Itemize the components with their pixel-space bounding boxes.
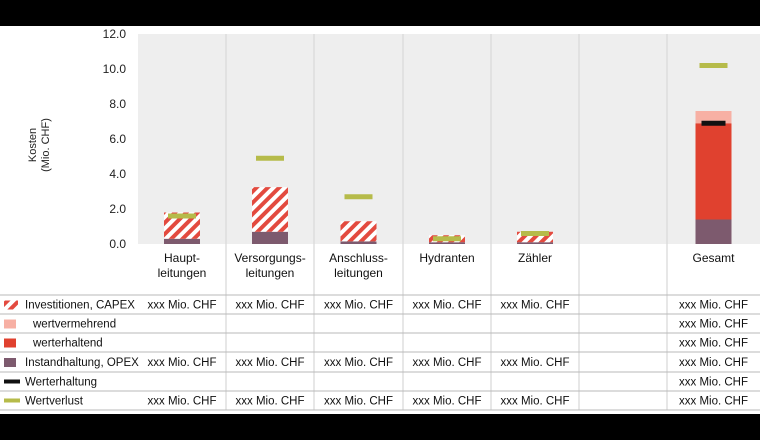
legend-swatch-capex [4,300,18,310]
plot-area [138,34,760,244]
wertverlust-marker [433,236,461,242]
y-tick-label: 12.0 [103,27,127,41]
category-label: Zähler [518,251,552,265]
category-label: Hydranten [419,251,474,265]
legend-swatch-wertverlust [4,398,20,403]
table-cell: xxx Mio. CHF [679,300,748,312]
category-label: leitungen [334,266,383,280]
table-cell: xxx Mio. CHF [324,357,393,369]
y-tick-label: 4.0 [109,167,126,181]
table-cell: xxx Mio. CHF [679,357,748,369]
bottom-black-band [0,414,760,440]
capex-bar-segment [517,231,553,243]
opex-bar-segment [429,242,465,244]
table-cell: xxx Mio. CHF [148,396,217,408]
table-cell: xxx Mio. CHF [501,300,570,312]
opex-bar-segment [517,242,553,244]
wertverlust-marker [699,63,728,68]
legend-swatch-opex [4,358,16,367]
werterhaltend-bar-segment [695,123,732,220]
category-label: leitungen [158,266,207,280]
category-label: Haupt- [164,251,200,265]
table-cell: xxx Mio. CHF [413,396,482,408]
table-cell: xxx Mio. CHF [679,377,748,389]
category-label: Anschluss- [329,251,388,265]
opex-bar-segment [252,231,288,244]
y-tick-label: 2.0 [109,202,126,216]
y-tick-label: 0.0 [109,237,126,251]
legend-label: Wertverlust [25,396,84,408]
wertverlust-marker [521,231,549,236]
table-cell: xxx Mio. CHF [413,300,482,312]
category-label: Gesamt [692,251,735,265]
category-label: Versorgungs- [234,251,305,265]
table-cell: xxx Mio. CHF [679,338,748,350]
capex-bar-segment [340,221,377,242]
opex-bar-segment [164,238,200,244]
category-label: leitungen [246,266,295,280]
table-cell: xxx Mio. CHF [324,300,393,312]
table-cell: xxx Mio. CHF [501,396,570,408]
y-axis-label: Kosten(Mio. CHF) [27,118,52,172]
legend-label: Instandhaltung, OPEX [25,357,139,369]
legend-label: werterhaltend [32,338,103,350]
wertvermehrend-bar-segment [695,111,732,124]
legend-label: Investitionen, CAPEX [25,300,135,312]
wertverlust-marker [168,213,196,219]
table-cell: xxx Mio. CHF [413,357,482,369]
y-tick-label: 8.0 [109,97,126,111]
opex-bar-segment [695,219,732,244]
table-cell: xxx Mio. CHF [679,319,748,331]
y-axis-label-line: Kosten [27,128,39,162]
legend-label: Werterhaltung [25,377,97,389]
table-cell: xxx Mio. CHF [236,396,305,408]
legend-swatch-wertvermehrend [4,319,16,329]
y-axis-label-line: (Mio. CHF) [40,118,52,172]
legend-swatch-werterhaltend [4,338,16,348]
wertverlust-marker [344,194,373,200]
y-tick-label: 6.0 [109,132,126,146]
table-cell: xxx Mio. CHF [236,300,305,312]
y-tick-label: 10.0 [103,62,127,76]
legend-swatch-werterhaltung [4,379,20,384]
opex-bar-segment [340,241,377,244]
wertverlust-marker [256,155,284,161]
table-cell: xxx Mio. CHF [501,357,570,369]
table-cell: xxx Mio. CHF [236,357,305,369]
capex-bar-segment [252,187,288,232]
table-cell: xxx Mio. CHF [148,300,217,312]
table-cell: xxx Mio. CHF [324,396,393,408]
werterhaltung-marker [701,120,726,126]
table-cell: xxx Mio. CHF [679,396,748,408]
table-cell: xxx Mio. CHF [148,357,217,369]
top-black-band [0,0,760,26]
legend-label: wertvermehrend [32,319,116,331]
